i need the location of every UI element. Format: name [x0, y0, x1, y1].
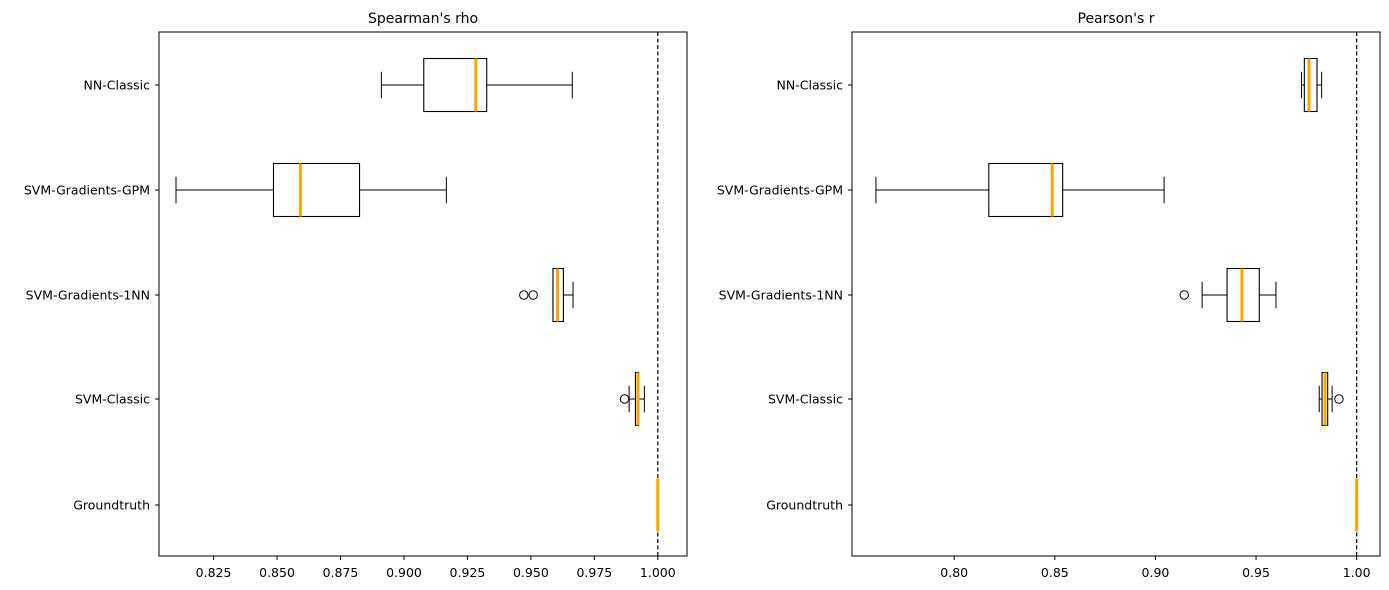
y-tick-label: NN-Classic	[84, 78, 151, 93]
x-tick-label: 1.00	[1343, 565, 1371, 580]
x-tick-label: 0.950	[513, 565, 549, 580]
box-iqr	[272, 162, 361, 218]
y-tick-label: Groundtruth	[766, 498, 843, 513]
x-tick-label: 0.850	[259, 565, 295, 580]
box-iqr	[988, 162, 1064, 218]
x-tick-label: 0.85	[1041, 565, 1069, 580]
outlier-point	[528, 290, 538, 300]
x-tick-label: 0.90	[1142, 565, 1170, 580]
y-tick-label: SVM-Gradients-1NN	[719, 288, 843, 303]
axes-frame	[851, 31, 1381, 557]
x-tick-label: 0.80	[940, 565, 968, 580]
pearson-panel: Pearson's r 0.80 0.85 0.90 0.95 1.00 Groundtru…	[717, 11, 1381, 580]
spearman-panel: Spearman's rho 0.825 0.850 0.875 0.900 0.925 0…	[24, 11, 688, 580]
chart-title: Pearson's r	[1078, 11, 1155, 27]
x-tick-label: 1.000	[640, 565, 676, 580]
axes-frame	[158, 31, 688, 557]
x-tick-label: 0.875	[323, 565, 359, 580]
outlier-point	[1179, 290, 1189, 300]
chart-title: Spearman's rho	[368, 11, 478, 27]
outlier-point	[1334, 394, 1344, 404]
x-tick-label: 0.825	[196, 565, 232, 580]
outlier-point	[519, 290, 529, 300]
box-iqr	[423, 57, 488, 113]
outlier-point	[619, 394, 630, 404]
x-tick-label: 0.975	[576, 565, 612, 580]
y-tick-label: SVM-Classic	[768, 392, 843, 407]
y-tick-label: SVM-Classic	[75, 392, 150, 407]
x-tick-label: 0.925	[450, 565, 486, 580]
x-tick-label: 0.900	[386, 565, 422, 580]
x-tick-label: 0.95	[1242, 565, 1270, 580]
y-tick-label: Groundtruth	[73, 498, 150, 513]
box-iqr	[1303, 57, 1318, 113]
y-tick-label: SVM-Gradients-GPM	[24, 183, 150, 198]
y-tick-label: SVM-Gradients-GPM	[717, 183, 843, 198]
y-tick-label: NN-Classic	[777, 78, 844, 93]
y-tick-label: SVM-Gradients-1NN	[26, 288, 150, 303]
